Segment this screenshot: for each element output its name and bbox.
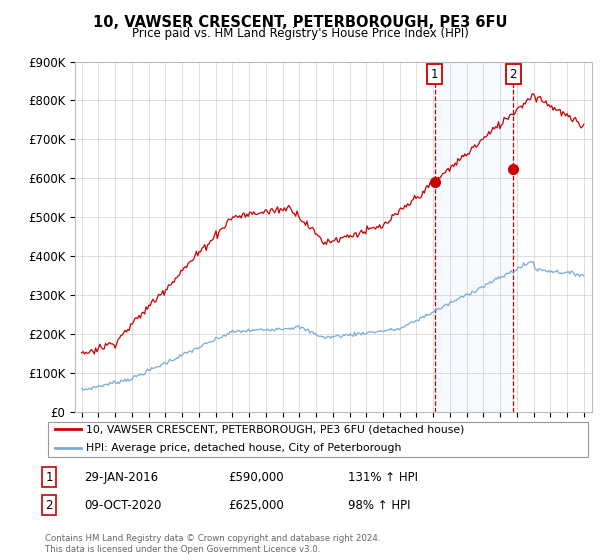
Text: £590,000: £590,000 <box>228 470 284 484</box>
Text: 1: 1 <box>431 68 439 81</box>
Text: Contains HM Land Registry data © Crown copyright and database right 2024.
This d: Contains HM Land Registry data © Crown c… <box>45 534 380 554</box>
FancyBboxPatch shape <box>48 422 589 456</box>
Text: 1: 1 <box>46 470 53 484</box>
Text: £625,000: £625,000 <box>228 498 284 512</box>
Text: 2: 2 <box>46 498 53 512</box>
Text: 10, VAWSER CRESCENT, PETERBOROUGH, PE3 6FU (detached house): 10, VAWSER CRESCENT, PETERBOROUGH, PE3 6… <box>86 424 464 434</box>
Text: 2: 2 <box>509 68 517 81</box>
Text: 10, VAWSER CRESCENT, PETERBOROUGH, PE3 6FU: 10, VAWSER CRESCENT, PETERBOROUGH, PE3 6… <box>93 15 507 30</box>
Text: 29-JAN-2016: 29-JAN-2016 <box>84 470 158 484</box>
Text: HPI: Average price, detached house, City of Peterborough: HPI: Average price, detached house, City… <box>86 443 401 453</box>
Text: 09-OCT-2020: 09-OCT-2020 <box>84 498 161 512</box>
Text: 131% ↑ HPI: 131% ↑ HPI <box>348 470 418 484</box>
Text: Price paid vs. HM Land Registry's House Price Index (HPI): Price paid vs. HM Land Registry's House … <box>131 27 469 40</box>
Bar <box>434 62 513 412</box>
Text: 98% ↑ HPI: 98% ↑ HPI <box>348 498 410 512</box>
